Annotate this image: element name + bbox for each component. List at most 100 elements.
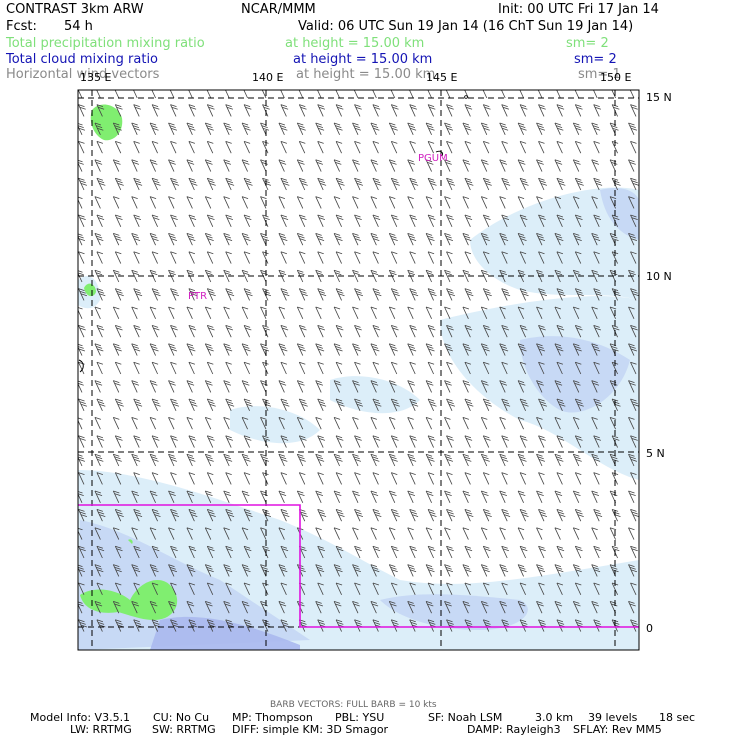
wind-barb: [519, 325, 528, 338]
wind-barb: [278, 196, 286, 209]
wind-barb: [630, 325, 638, 338]
wind-barb: [186, 343, 196, 356]
wind-barb: [206, 141, 214, 154]
wind-barb: [262, 545, 270, 559]
wind-barb: [591, 122, 601, 135]
wind-barb: [556, 398, 566, 411]
wind-barb: [427, 214, 436, 227]
wind-barb: [186, 527, 194, 540]
wind-barb: [482, 251, 490, 264]
wind-barb: [298, 90, 304, 99]
precip-patch: [80, 580, 178, 621]
wind-barb: [168, 306, 175, 319]
wind-barb: [554, 564, 564, 577]
wind-barb: [593, 545, 602, 559]
wind-barb: [372, 325, 381, 338]
wind-barb: [78, 509, 88, 522]
field-wind-height: at height = 15.00 km: [296, 67, 436, 82]
wind-barb: [519, 435, 528, 448]
wind-barb: [536, 196, 543, 209]
wind-barb: [556, 214, 565, 227]
lat-label-0: 0: [646, 622, 653, 635]
wind-barb: [390, 619, 400, 632]
wind-barb: [204, 233, 214, 246]
valid-time: Valid: 06 UTC Sun 19 Jan 14 (16 ChT Sun …: [298, 19, 634, 34]
wind-barb: [131, 564, 141, 577]
wind-barb: [390, 472, 398, 485]
wind-barb: [151, 141, 159, 154]
lw-scheme: LW: RRTMG: [70, 723, 132, 736]
wind-barb: [278, 490, 287, 503]
wind-barb: [241, 601, 250, 614]
wind-barb: [630, 472, 637, 485]
wind-barb: [352, 380, 360, 393]
wind-barb: [94, 306, 102, 319]
wind-barb: [204, 196, 212, 209]
wind-barb: [241, 269, 250, 283]
wind-barb: [556, 619, 566, 632]
wind-barb: [517, 527, 525, 540]
wind-barb: [149, 601, 158, 614]
wind-barb: [407, 196, 414, 209]
wind-barb: [538, 288, 548, 301]
wind-barb: [390, 361, 398, 375]
wind-barb: [133, 619, 143, 632]
wind-barb: [372, 435, 381, 448]
wind-barb: [170, 619, 180, 632]
wind-barb: [628, 527, 635, 540]
wind-barb: [333, 269, 342, 283]
wind-barb: [574, 325, 583, 338]
wind-barb: [628, 196, 635, 209]
wind-barb: [354, 435, 362, 448]
wind-barb: [96, 177, 106, 191]
lat-label-15n: 15 N: [646, 91, 672, 104]
wind-barb: [335, 104, 344, 117]
wind-barb: [170, 582, 177, 595]
wind-barb: [225, 104, 234, 117]
wind-barb: [223, 196, 230, 209]
wind-barb: [114, 90, 120, 99]
wind-barb: [480, 159, 489, 172]
wind-barb: [464, 545, 473, 559]
wind-barb: [133, 104, 142, 117]
wind-barb: [370, 343, 380, 356]
wind-barb: [186, 122, 196, 135]
wind-barb: [628, 380, 636, 393]
wind-barb: [390, 214, 399, 227]
wind-barb: [78, 288, 88, 301]
wind-barb: [296, 417, 304, 430]
wind-barb: [333, 380, 342, 393]
wind-barb: [78, 196, 83, 209]
wind-barb: [574, 177, 584, 191]
wind-barb: [390, 251, 398, 264]
wind-barb: [556, 545, 565, 559]
wind-barb: [78, 582, 85, 595]
wind-barb: [262, 435, 270, 448]
wind-barb: [427, 398, 437, 411]
wind-barb: [554, 490, 563, 503]
wind-barb: [574, 251, 582, 264]
wind-barb: [446, 104, 454, 117]
wind-barb: [519, 251, 527, 264]
wind-barb: [78, 601, 84, 614]
coastline-islet: [464, 95, 468, 99]
wind-barb: [133, 325, 142, 338]
wind-barb: [499, 601, 508, 614]
wind-barb: [225, 141, 232, 154]
field-precip-height: at height = 15.00 km: [285, 36, 425, 51]
cloud-mixing-ratio-shading: [78, 187, 639, 650]
wind-barb: [151, 472, 159, 485]
wind-barb: [390, 398, 400, 411]
wind-barb: [315, 453, 325, 467]
wind-barb: [462, 269, 471, 283]
wind-barb: [517, 490, 526, 503]
wind-barb: [554, 527, 562, 540]
wind-barb: [335, 90, 340, 99]
wind-barb: [370, 601, 379, 614]
wind-barb: [519, 509, 529, 522]
wind-barb: [464, 251, 472, 264]
wind-barb: [574, 472, 582, 485]
wind-barb: [388, 306, 396, 319]
wind-barb: [480, 196, 488, 209]
wind-barb: [131, 343, 141, 356]
